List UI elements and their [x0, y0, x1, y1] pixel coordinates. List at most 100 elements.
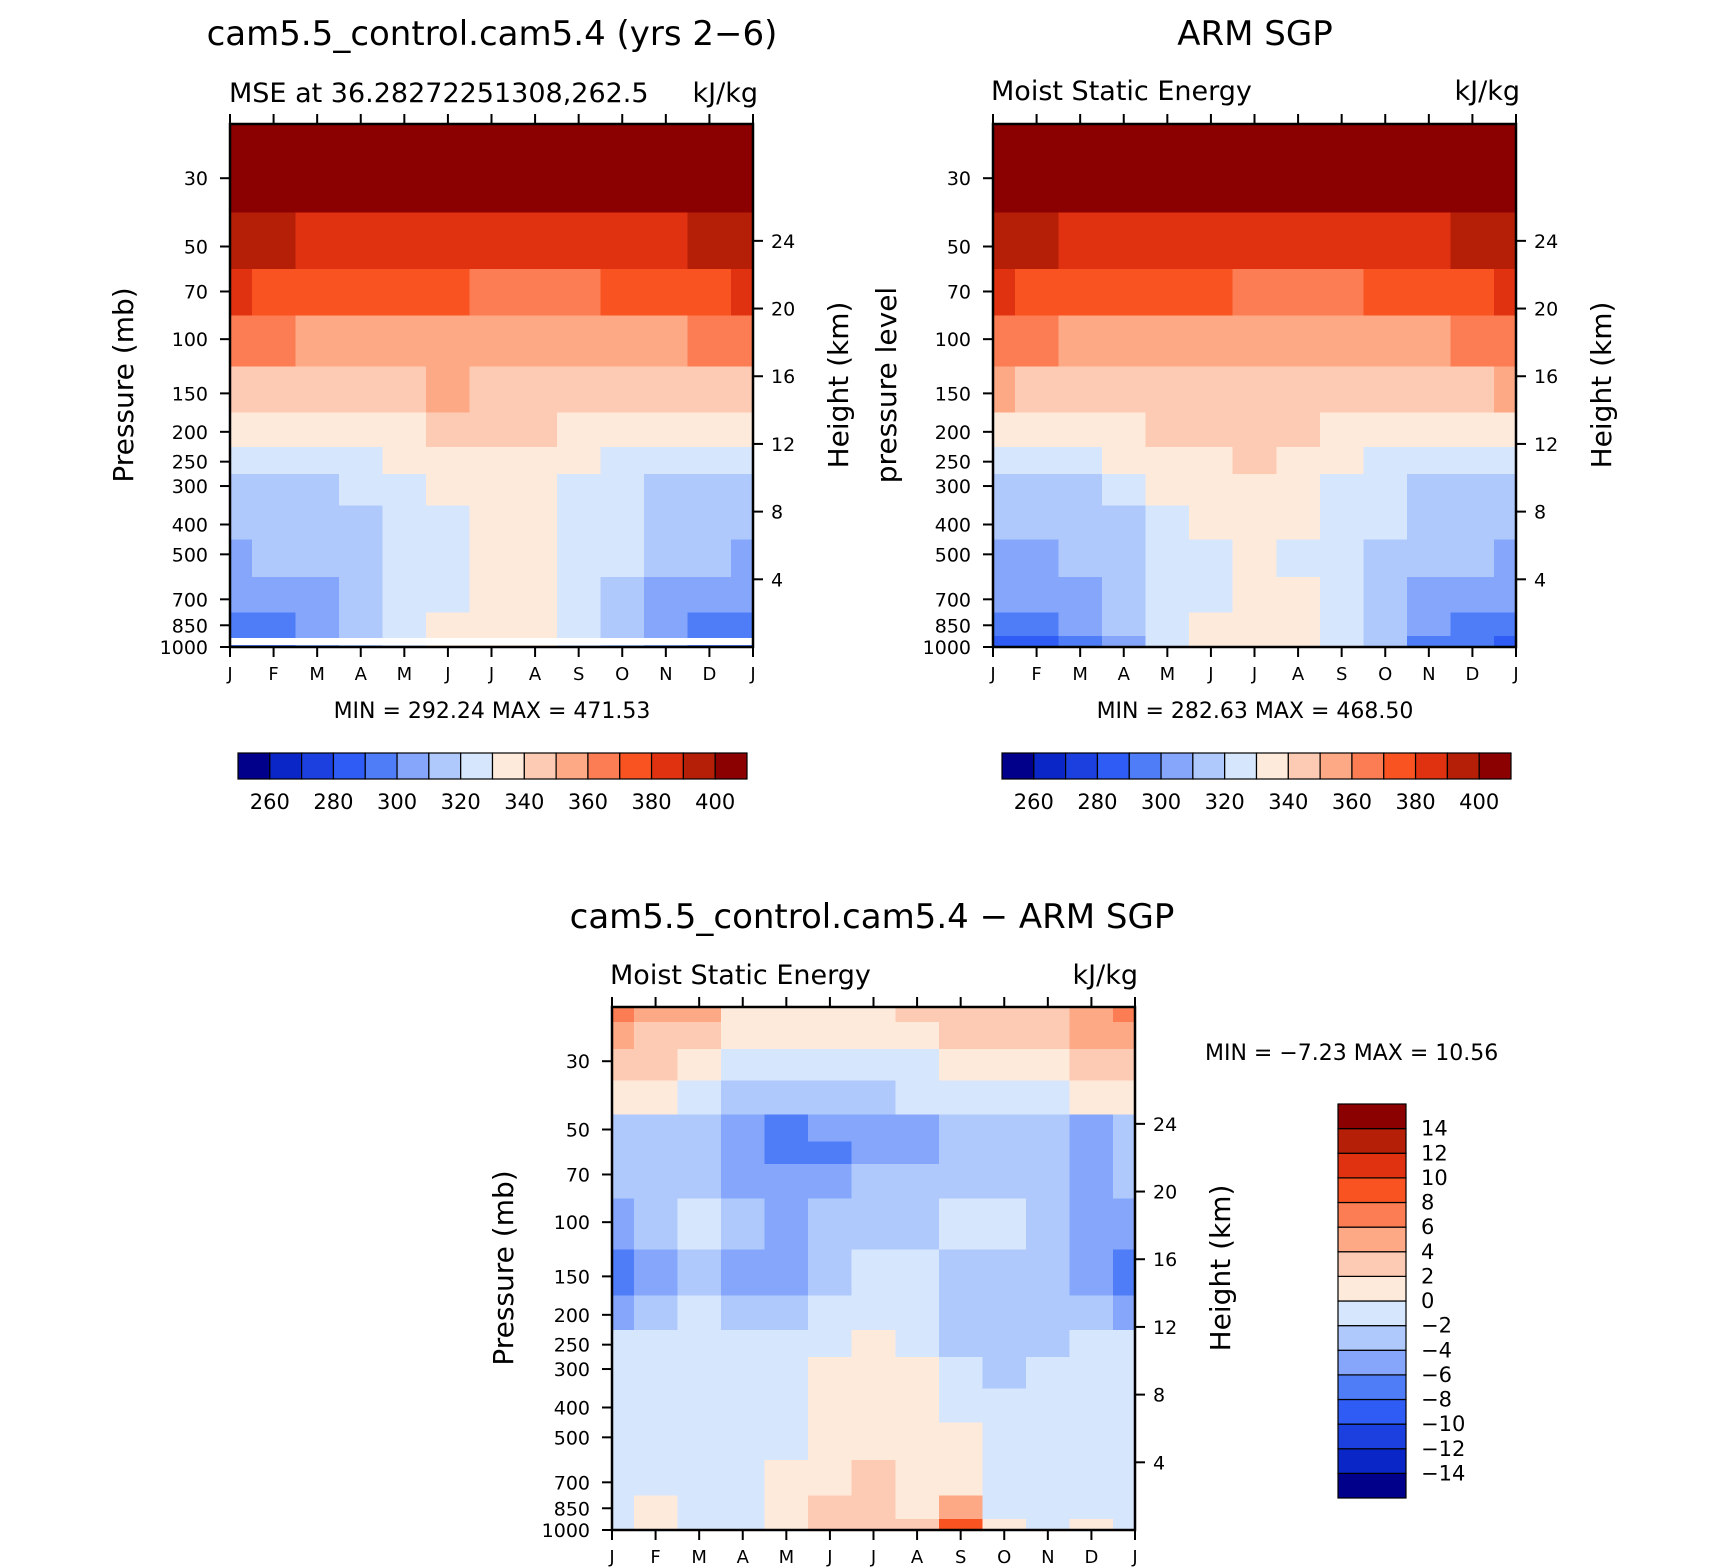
- panel-model-subtitle-right: kJ/kg: [693, 78, 758, 109]
- colorbar-label: 300: [377, 790, 417, 814]
- contour-cell: [731, 505, 754, 541]
- contour-cell: [251, 124, 296, 213]
- contour-cell: [1145, 412, 1190, 448]
- contour-cell: [612, 1198, 635, 1250]
- contour-cell: [731, 446, 754, 475]
- contour-cell: [633, 1519, 678, 1531]
- contour-cell: [764, 1459, 809, 1496]
- contour-cell: [633, 1198, 678, 1250]
- contour-cell: [1145, 366, 1190, 414]
- contour-cell: [1232, 446, 1277, 475]
- x-tick-label: A: [355, 664, 368, 685]
- y-tick-label: 100: [554, 1212, 590, 1234]
- contour-cell: [1145, 473, 1190, 506]
- contour-cell: [720, 1495, 766, 1520]
- contour-cell: [600, 446, 645, 475]
- colorbar-swatch: [1128, 752, 1162, 780]
- contour-cell: [230, 412, 253, 448]
- contour-cell: [938, 1049, 984, 1082]
- x-tick-label: A: [911, 1547, 924, 1567]
- contour-cell: [513, 473, 558, 506]
- contour-cell: [1189, 366, 1234, 414]
- contour-cell: [720, 1295, 766, 1331]
- contour-cell: [426, 446, 471, 475]
- contour-cell: [1026, 1329, 1071, 1358]
- y-right-tick-label: 4: [771, 569, 783, 591]
- x-tick-label: J: [826, 1547, 832, 1567]
- contour-cell: [808, 1249, 853, 1297]
- contour-cell: [251, 446, 296, 475]
- contour-cell: [1494, 366, 1517, 414]
- colorbar-swatch: [1337, 1374, 1407, 1401]
- contour-cell: [731, 212, 754, 270]
- contour-cell: [469, 576, 514, 613]
- contour-cell: [1058, 612, 1103, 637]
- contour-cell: [295, 473, 340, 506]
- y-right-tick-label: 8: [771, 502, 783, 524]
- contour-cell: [1014, 366, 1059, 414]
- contour-cell: [1363, 366, 1408, 414]
- contour-cell: [612, 1021, 635, 1050]
- y-right-tick-label: 12: [1153, 1317, 1177, 1339]
- contour-cell: [1232, 412, 1277, 448]
- contour-cell: [426, 539, 471, 578]
- contour-cell: [720, 1080, 766, 1116]
- contour-cell: [1494, 539, 1517, 578]
- contour-cell: [808, 1007, 853, 1023]
- contour-cell: [1319, 576, 1365, 613]
- y-tick-label: 30: [184, 168, 208, 190]
- colorbar-swatch: [1337, 1423, 1407, 1450]
- x-tick-label: J: [1207, 664, 1213, 685]
- colorbar-label: 380: [1396, 790, 1436, 814]
- contour-cell: [1363, 212, 1408, 270]
- contour-cell: [295, 539, 340, 578]
- contour-cell: [1101, 412, 1147, 448]
- contour-cell: [938, 1198, 984, 1250]
- contour-cell: [1113, 1080, 1136, 1116]
- contour-cell: [469, 539, 514, 578]
- contour-cell: [1026, 1422, 1071, 1461]
- panel-obs-subtitle-left: Moist Static Energy: [991, 76, 1252, 107]
- contour-cell: [556, 268, 602, 316]
- contour-cell: [731, 366, 754, 414]
- colorbar-label: 360: [1332, 790, 1372, 814]
- contour-cell: [338, 315, 384, 367]
- contour-cell: [1407, 539, 1452, 578]
- contour-cell: [382, 366, 427, 414]
- contour-cell: [382, 446, 427, 475]
- contour-cell: [1450, 636, 1495, 648]
- contour-cell: [426, 212, 471, 270]
- colorbar-label: 360: [568, 790, 608, 814]
- colorbar-swatch: [1337, 1448, 1407, 1474]
- contour-cell: [764, 1519, 809, 1531]
- colorbar-swatch: [1337, 1275, 1407, 1302]
- contour-cell: [895, 1080, 940, 1116]
- contour-cell: [338, 212, 384, 270]
- contour-cell: [982, 1388, 1027, 1424]
- contour-cell: [895, 1329, 940, 1358]
- contour-cell: [1232, 636, 1277, 648]
- contour-cell: [687, 446, 732, 475]
- contour-cell: [295, 212, 340, 270]
- y-right-tick-label: 24: [1153, 1114, 1177, 1136]
- contour-cell: [687, 576, 732, 613]
- contour-cell: [251, 315, 296, 367]
- panel-model-colorbar: 260 280 300 320 340 360 380 400: [237, 752, 748, 814]
- contour-cell: [1101, 576, 1147, 613]
- contour-cell: [1450, 446, 1495, 475]
- contour-cell: [677, 1080, 722, 1116]
- contour-cell: [982, 1141, 1027, 1165]
- below-ground-strip: [231, 638, 752, 645]
- contour-cell: [1026, 1141, 1071, 1165]
- contour-cell: [633, 1295, 678, 1331]
- x-tick-label: M: [691, 1547, 707, 1567]
- contour-cell: [1069, 1519, 1114, 1531]
- x-tick-label: F: [268, 664, 278, 685]
- contour-cell: [1407, 124, 1452, 213]
- contour-cell: [808, 1295, 853, 1331]
- contour-cell: [644, 612, 689, 637]
- contour-cell: [938, 1114, 984, 1143]
- contour-cell: [426, 412, 471, 448]
- contour-cell: [982, 1495, 1027, 1520]
